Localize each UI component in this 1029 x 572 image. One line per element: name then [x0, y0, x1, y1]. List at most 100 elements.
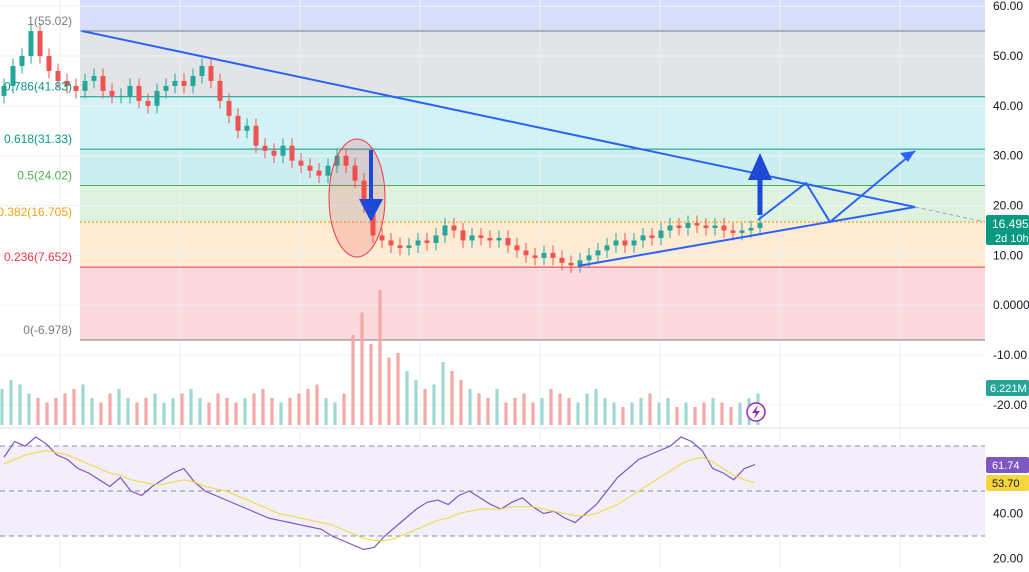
- candle-41: [370, 205, 376, 236]
- volume-bar-62: [558, 393, 562, 425]
- volume-bar-8: [72, 389, 76, 425]
- candle-17: [154, 90, 160, 106]
- candle-57: [514, 245, 520, 251]
- volume-bar-71: [639, 398, 643, 425]
- fib-level-label: 0.382(16.705): [0, 205, 72, 219]
- candle-50: [451, 225, 457, 231]
- candle-9: [82, 80, 88, 91]
- candle-51: [460, 230, 466, 241]
- volume-bar-27: [243, 398, 247, 425]
- price-tick-label: 0.0000: [993, 298, 1029, 312]
- candle-49: [442, 225, 448, 236]
- volume-bar-76: [684, 402, 688, 425]
- candle-62: [559, 257, 565, 263]
- candle-69: [622, 240, 628, 246]
- volume-bar-79: [711, 398, 715, 425]
- candle-70: [631, 240, 637, 246]
- candle-12: [109, 90, 115, 96]
- rsi-value: 61.74: [992, 460, 1020, 472]
- volume-bar-25: [225, 398, 229, 425]
- price-tick-label: 10.00: [993, 248, 1023, 262]
- volume-bar-74: [666, 398, 670, 425]
- trendline-extension: [914, 206, 986, 223]
- candles: [1, 23, 763, 273]
- volume-bar-48: [432, 384, 436, 425]
- volume-bar-35: [315, 384, 319, 425]
- volume-bar-14: [126, 398, 130, 425]
- rsi-series-1: [3, 449, 756, 541]
- candle-32: [289, 145, 295, 161]
- lightning-icon: [752, 405, 760, 419]
- candle-28: [253, 125, 259, 146]
- candle-7: [64, 80, 70, 86]
- volume-bar-15: [135, 402, 139, 425]
- volume-bar-39: [351, 335, 355, 425]
- volume-bar-69: [621, 407, 625, 425]
- candle-53: [478, 235, 484, 238]
- price-axis: 60.00 50.00 40.00 30.00 20.00 10.00 0.0000 -10.…: [993, 0, 1029, 412]
- price-tick-label: 60.00: [993, 0, 1023, 13]
- highlight-ellipse: [328, 138, 386, 258]
- candle-26: [235, 115, 241, 131]
- volume-bar-53: [477, 393, 481, 425]
- candle-14: [127, 85, 133, 96]
- candle-23: [208, 65, 214, 81]
- price-tick-label: -20.00: [993, 398, 1027, 412]
- candle-74: [667, 225, 673, 231]
- volume-bar-1: [9, 380, 13, 425]
- volume-bar-16: [144, 398, 148, 425]
- candle-40: [361, 180, 367, 206]
- candle-66: [595, 250, 601, 256]
- volume-bar-6: [54, 398, 58, 425]
- fib-zone-5: [80, 267, 985, 340]
- candle-24: [217, 80, 223, 101]
- volume-bar-43: [387, 357, 391, 425]
- volume-bar-9: [81, 384, 85, 425]
- candle-10: [91, 75, 97, 81]
- candle-22: [199, 65, 205, 76]
- volume-bar-49: [441, 362, 445, 425]
- candle-44: [397, 245, 403, 248]
- candle-80: [721, 225, 727, 231]
- candle-21: [190, 75, 196, 86]
- volume-bar-54: [486, 398, 490, 425]
- volume-bar-5: [45, 402, 49, 425]
- candle-39: [352, 165, 358, 181]
- fib-zone-1: [80, 96, 985, 150]
- fib-zone-3: [80, 185, 985, 222]
- price-tick-label: 20.00: [993, 199, 1023, 213]
- volume-bar-34: [306, 389, 310, 425]
- price-badges: 16.495 2d 10h 6.221M 61.74 53.70: [986, 214, 1029, 491]
- volume-bar-55: [495, 389, 499, 425]
- volume-bar-38: [342, 393, 346, 425]
- candle-71: [640, 235, 646, 241]
- volume-bar-82: [738, 402, 742, 425]
- volume-bar-12: [108, 393, 112, 425]
- candle-36: [325, 165, 331, 176]
- volume-bar-58: [522, 393, 526, 425]
- volume-value-badge: [986, 380, 1029, 396]
- rsi-ma-value: 53.70: [992, 478, 1020, 490]
- volume-bar-78: [702, 402, 706, 425]
- volume-bar-41: [369, 344, 373, 425]
- volume-bar-19: [171, 398, 175, 425]
- volume-bar-59: [531, 402, 535, 425]
- fib-level-label: 0.236(7.652): [4, 250, 72, 264]
- candle-54: [487, 237, 493, 241]
- fib-level-label: 1(55.02): [27, 14, 72, 28]
- volume-bar-68: [612, 402, 616, 425]
- fib-level-label: 0.786(41.83): [4, 80, 72, 94]
- volume-bar-24: [216, 393, 220, 425]
- volume-bar-72: [648, 393, 652, 425]
- volume-bar-20: [180, 393, 184, 425]
- candle-83: [748, 227, 754, 231]
- candle-47: [424, 240, 430, 243]
- candle-19: [172, 80, 178, 86]
- price-tick-label: -10.00: [993, 348, 1027, 362]
- candle-20: [181, 80, 187, 86]
- volume-bar-2: [18, 384, 22, 425]
- current-price-timer: 2d 10h: [995, 233, 1029, 245]
- candle-64: [577, 260, 583, 266]
